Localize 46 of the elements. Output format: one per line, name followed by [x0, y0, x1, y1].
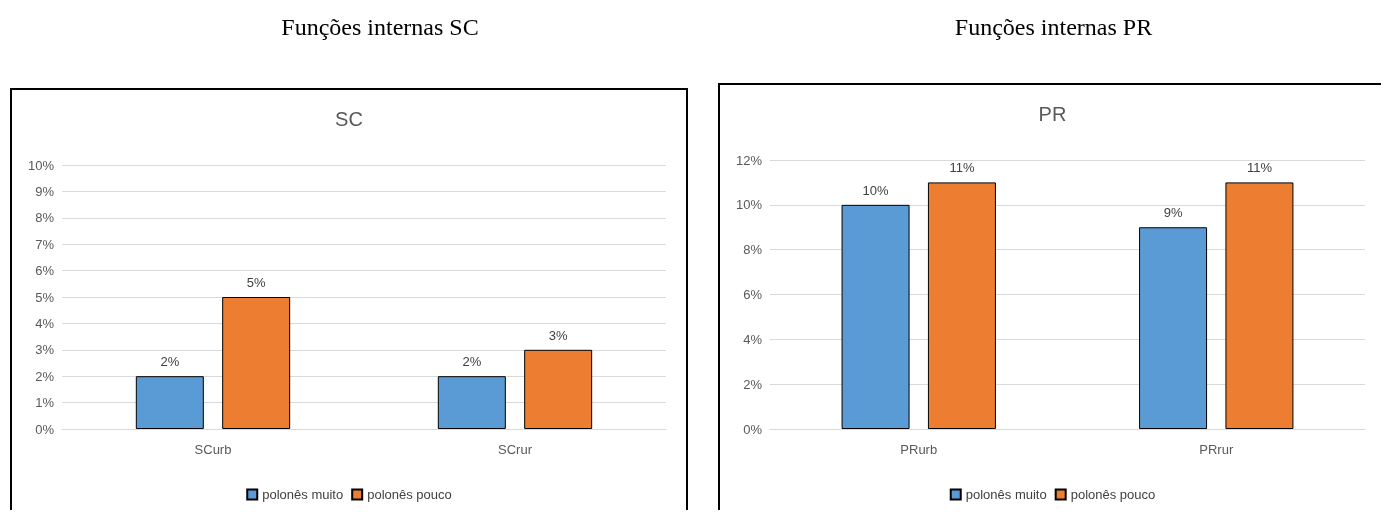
bar	[1225, 182, 1294, 429]
bar	[135, 376, 204, 429]
bar	[1139, 227, 1208, 429]
chart-subtitle: PR	[1038, 103, 1067, 125]
y-tick-label: 7%	[35, 236, 55, 252]
legend-label: polonês muito	[965, 487, 1047, 502]
x-tick-label: SCrur	[498, 442, 533, 457]
y-tick-label: 3%	[35, 342, 55, 358]
x-tick-label: PRurb	[900, 442, 938, 457]
data-label: 2%	[462, 354, 482, 370]
legend-label: polonês pouco	[1070, 487, 1156, 502]
y-tick-label: 1%	[35, 395, 55, 411]
data-label: 10%	[862, 182, 890, 198]
y-tick-label: 6%	[35, 263, 55, 279]
y-tick-label: 4%	[743, 331, 763, 347]
y-tick-label: 10%	[735, 197, 763, 213]
bar	[437, 376, 506, 429]
data-label: 11%	[949, 160, 975, 176]
bar	[927, 182, 996, 429]
y-tick-label: 4%	[35, 315, 55, 331]
y-tick-label: 0%	[35, 421, 55, 437]
y-tick-label: 0%	[743, 421, 763, 437]
bar	[524, 349, 593, 429]
chart-title: Funções internas PR	[953, 14, 1154, 41]
x-tick-label: SCurb	[194, 442, 232, 457]
data-label: 5%	[246, 275, 267, 290]
bar	[222, 297, 291, 429]
legend-label: polonês pouco	[367, 487, 452, 502]
y-tick-label: 2%	[35, 368, 55, 384]
bar	[841, 204, 910, 429]
legend-label: polonês muito	[262, 487, 344, 502]
x-tick-label: PRrur	[1199, 442, 1234, 457]
chart-title: Funções internas SC	[280, 14, 480, 41]
y-tick-label: 10%	[27, 157, 55, 173]
data-label: 3%	[548, 327, 569, 343]
y-tick-label: 6%	[743, 287, 763, 302]
y-tick-label: 2%	[743, 376, 763, 392]
data-label: 11%	[1246, 160, 1273, 176]
y-tick-label: 12%	[735, 152, 763, 168]
data-label: 9%	[1163, 205, 1183, 221]
y-tick-label: 8%	[743, 242, 763, 258]
y-tick-label: 5%	[35, 289, 55, 305]
data-label: 2%	[160, 354, 180, 370]
y-tick-label: 8%	[35, 210, 55, 226]
y-tick-label: 9%	[35, 183, 55, 199]
chart-subtitle: SC	[335, 108, 363, 130]
